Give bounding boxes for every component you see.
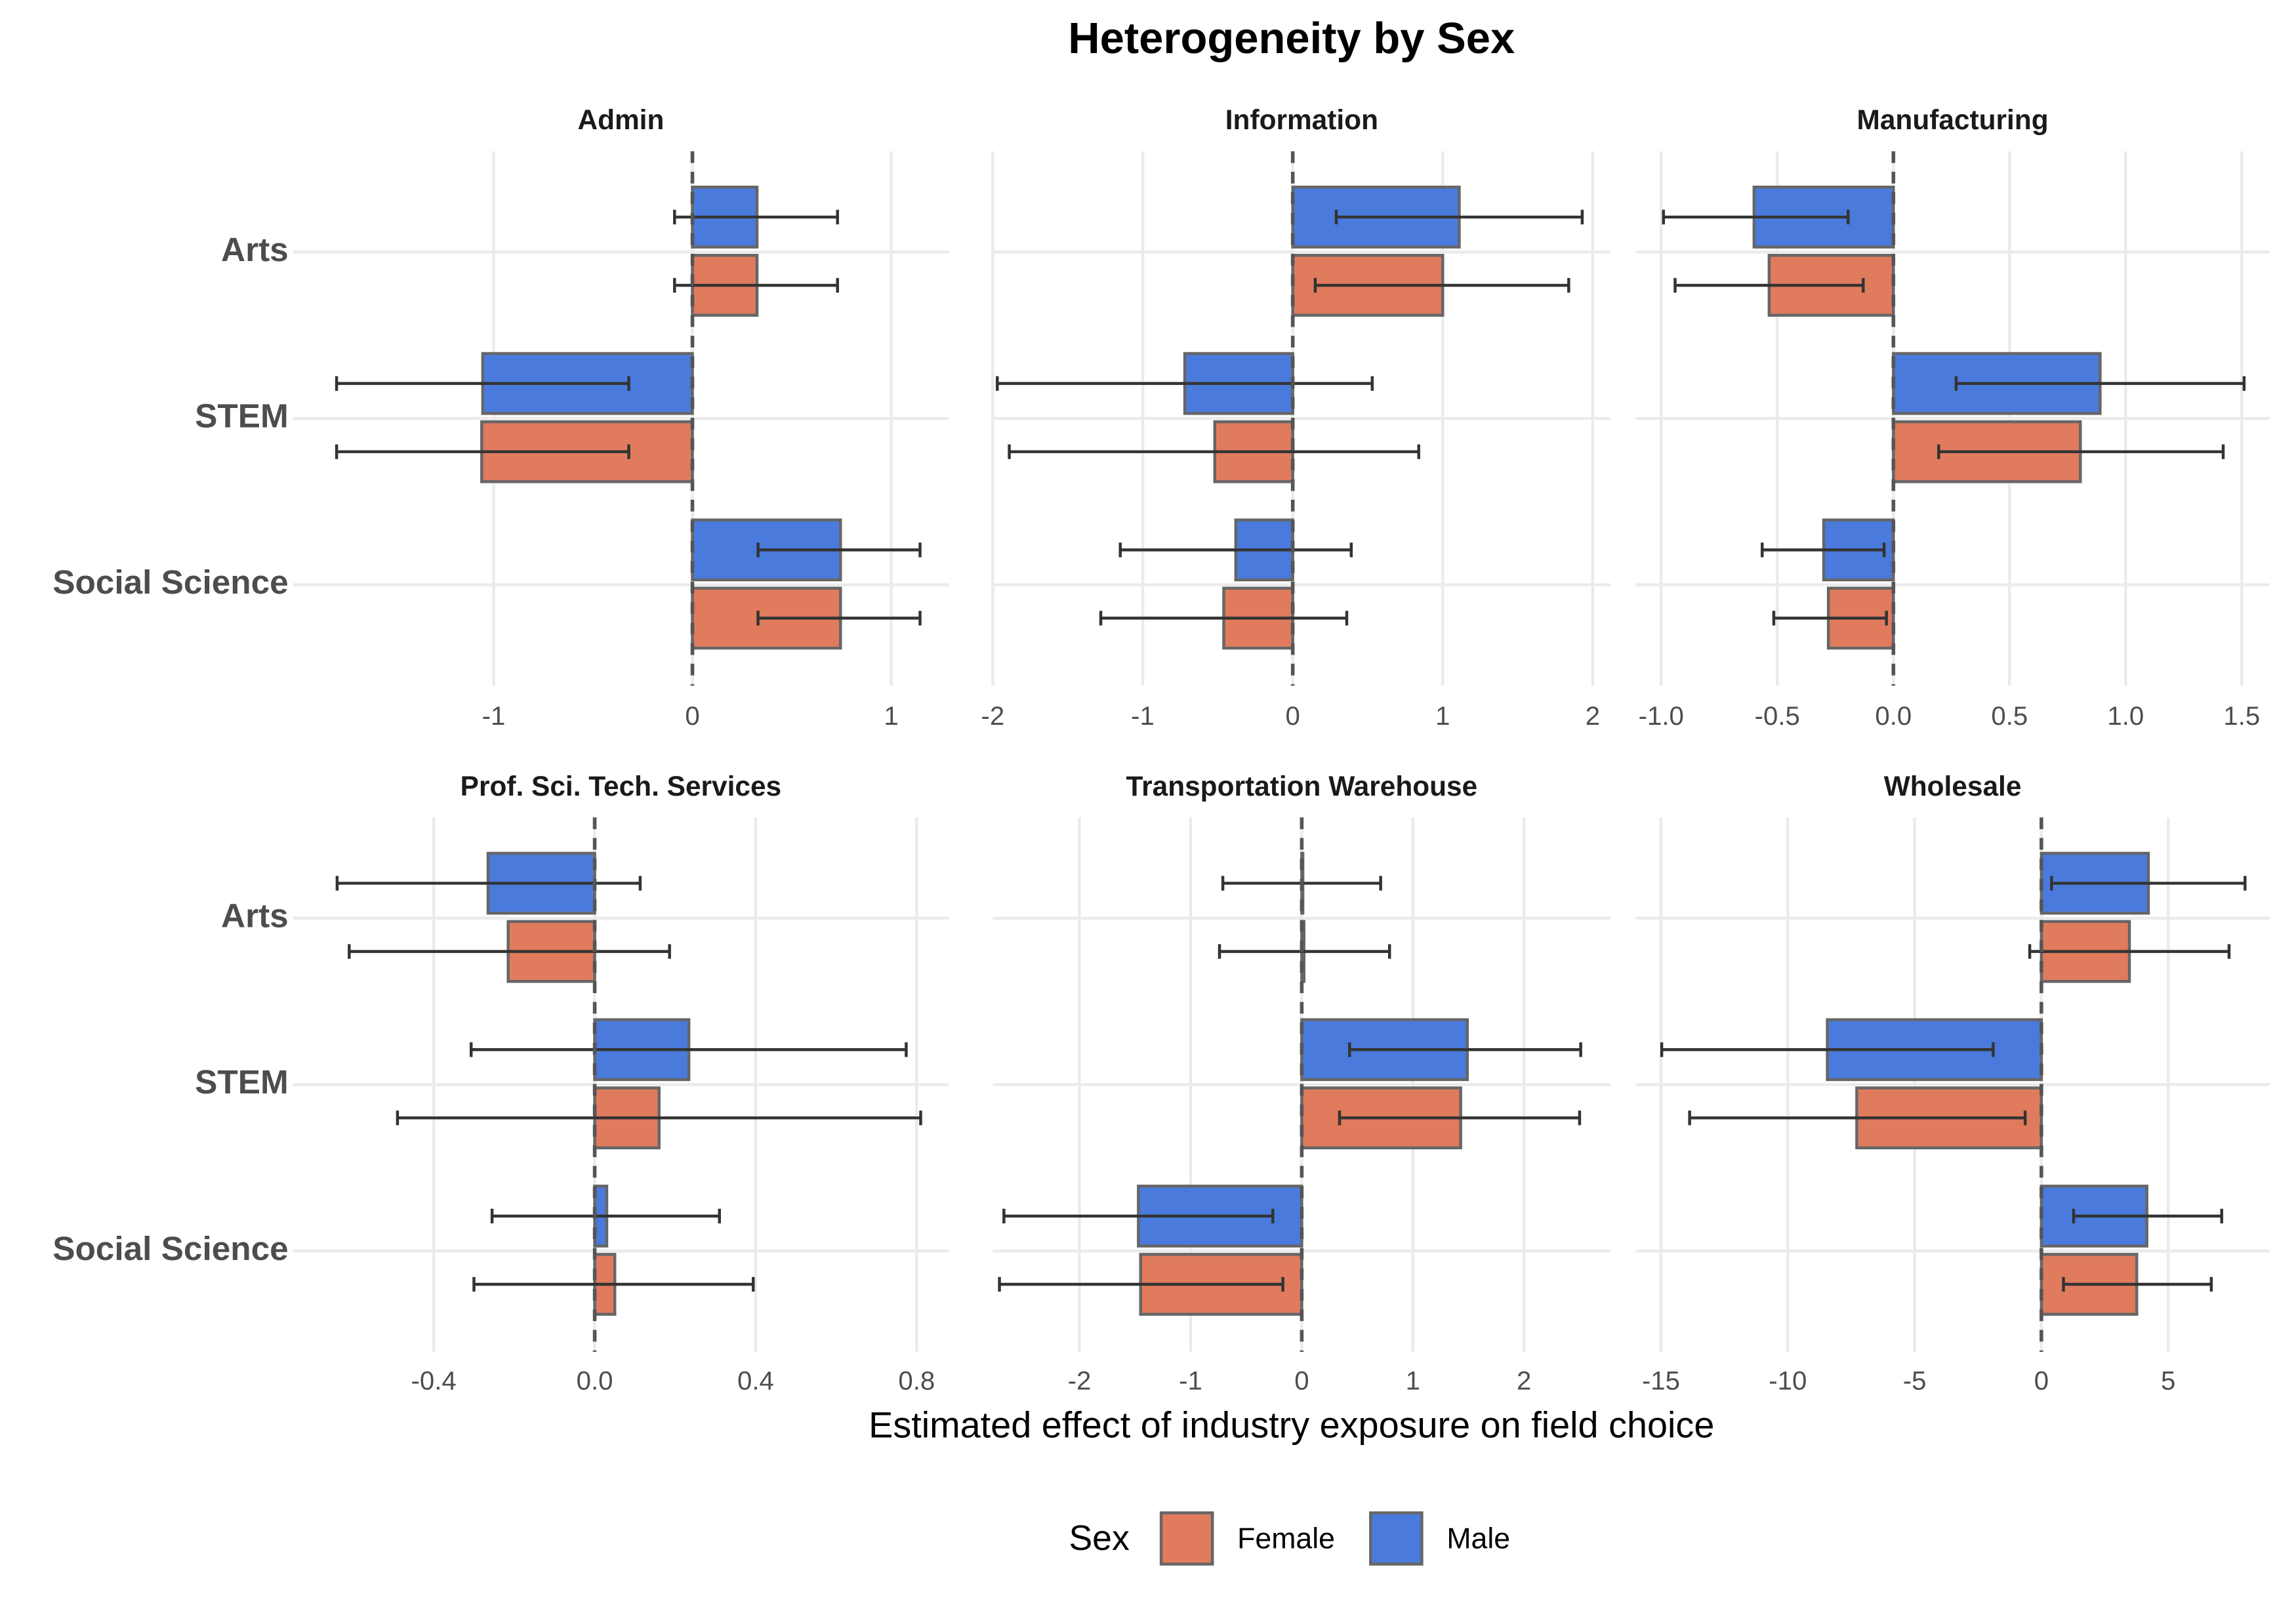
panel-title: Prof. Sci. Tech. Services (461, 771, 781, 802)
x-tick-label: 0 (2034, 1366, 2049, 1395)
x-tick-label: 0.0 (577, 1366, 613, 1395)
x-tick-label: 0.0 (1875, 701, 1912, 731)
x-tick-label: -10 (1769, 1366, 1807, 1395)
x-tick-label: 1.5 (2223, 701, 2260, 731)
x-tick-label: -15 (1642, 1366, 1680, 1395)
x-axis-label: Estimated effect of industry exposure on… (869, 1404, 1714, 1446)
x-tick-label: 0 (1285, 701, 1300, 731)
x-tick-label: 0 (1294, 1366, 1309, 1395)
legend-label: Female (1237, 1523, 1335, 1555)
legend-swatch (1369, 1511, 1424, 1566)
y-tick-label: Arts (221, 231, 289, 268)
x-tick-label: 0.8 (898, 1366, 935, 1395)
panel-title: Information (1225, 104, 1378, 135)
x-tick-label: 1.0 (2107, 701, 2144, 731)
panel-title: Manufacturing (1857, 104, 2049, 135)
legend-label: Male (1446, 1523, 1510, 1555)
x-tick-label: -5 (1903, 1366, 1927, 1395)
x-tick-label: -2 (981, 701, 1005, 731)
x-tick-label: -1 (1179, 1366, 1202, 1395)
chart-title: Heterogeneity by Sex (1068, 14, 1515, 63)
x-tick-label: 0.5 (1991, 701, 2028, 731)
x-tick-label: -2 (1068, 1366, 1092, 1395)
legend-title: Sex (1069, 1519, 1130, 1558)
x-tick-label: 0 (685, 701, 699, 731)
y-tick-label: STEM (195, 1063, 289, 1101)
x-tick-label: -1.0 (1639, 701, 1684, 731)
x-tick-label: 0.4 (737, 1366, 774, 1395)
y-tick-label: Social Science (52, 563, 289, 601)
panel-title: Wholesale (1884, 771, 2022, 802)
x-tick-label: -0.5 (1755, 701, 1800, 731)
y-tick-label: STEM (195, 397, 289, 435)
x-tick-label: 1 (1435, 701, 1450, 731)
x-tick-label: 1 (884, 701, 898, 731)
x-tick-label: 5 (2161, 1366, 2175, 1395)
y-tick-label: Social Science (52, 1230, 289, 1267)
x-tick-label: 2 (1586, 701, 1600, 731)
y-tick-label: Arts (221, 897, 289, 934)
x-tick-label: 2 (1517, 1366, 1531, 1395)
legend-swatch (1159, 1511, 1214, 1566)
x-tick-label: -1 (482, 701, 506, 731)
x-tick-label: -1 (1131, 701, 1155, 731)
panel-title: Transportation Warehouse (1126, 771, 1478, 802)
panel-title: Admin (577, 104, 664, 135)
x-tick-label: 1 (1406, 1366, 1420, 1395)
x-tick-label: -0.4 (411, 1366, 457, 1395)
